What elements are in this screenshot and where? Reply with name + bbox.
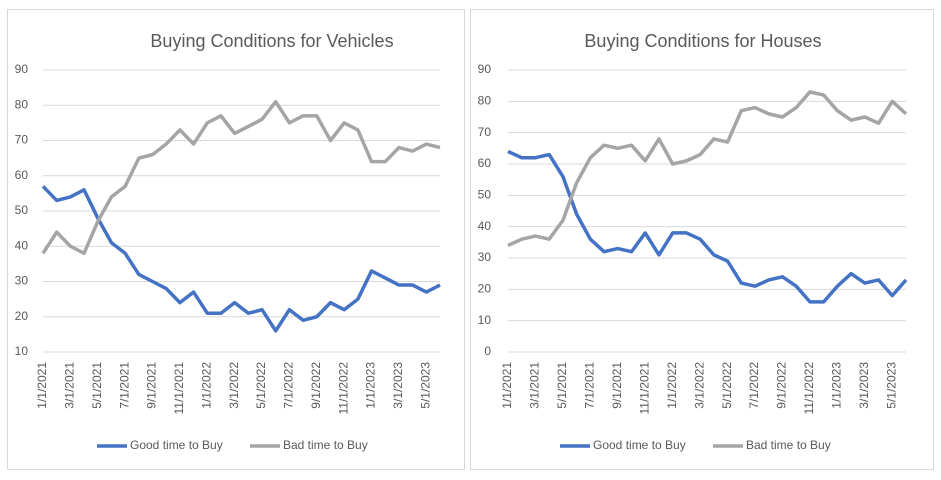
x-tick-label: 3/1/2022 [227,362,241,409]
x-tick-label: 7/1/2021 [117,362,131,409]
y-tick-label: 60 [15,168,29,182]
x-tick-label: 9/1/2022 [775,362,789,409]
x-tick-label: 9/1/2022 [309,362,323,409]
x-tick-label: 7/1/2022 [747,362,761,409]
legend-label: Bad time to Buy [283,438,368,452]
y-tick-label: 20 [15,309,29,323]
panel [7,9,465,470]
y-tick-label: 80 [15,97,29,111]
x-tick-label: 9/1/2021 [145,362,159,409]
x-tick-label: 9/1/2021 [610,362,624,409]
x-tick-label: 3/1/2021 [528,362,542,409]
x-tick-label: 11/1/2022 [336,362,350,415]
x-tick-label: 3/1/2023 [391,362,405,409]
x-tick-label: 1/1/2021 [500,362,514,409]
x-tick-label: 3/1/2021 [63,362,77,409]
legend-label: Bad time to Buy [746,438,831,452]
y-tick-label: 90 [478,62,492,76]
x-tick-label: 3/1/2023 [857,362,871,409]
x-tick-label: 7/1/2021 [583,362,597,409]
series-line [507,90,908,248]
y-tick-label: 30 [15,274,29,288]
x-tick-label: 3/1/2022 [692,362,706,409]
legend-label: Good time to Buy [130,438,223,452]
x-tick-label: 11/1/2021 [637,362,651,415]
y-tick-label: 90 [15,62,29,76]
y-tick-label: 50 [15,203,29,217]
x-tick-label: 1/1/2023 [364,362,378,409]
x-tick-label: 11/1/2022 [802,362,816,415]
x-tick-label: 5/1/2021 [555,362,569,409]
chart-title: Buying Conditions for Vehicles [150,31,393,51]
x-tick-label: 1/1/2023 [830,362,844,409]
y-tick-label: 70 [15,133,29,147]
x-tick-label: 7/1/2022 [282,362,296,409]
x-tick-label: 1/1/2021 [35,362,49,409]
y-tick-label: 40 [478,219,492,233]
legend-label: Good time to Buy [593,438,686,452]
x-tick-label: 5/1/2023 [418,362,432,409]
series-line [507,149,908,304]
series-line [41,99,441,256]
x-tick-label: 5/1/2022 [720,362,734,409]
y-tick-label: 40 [15,238,29,252]
y-tick-label: 60 [478,156,492,170]
x-tick-label: 5/1/2022 [254,362,268,409]
y-tick-label: 30 [478,250,492,264]
y-tick-label: 10 [478,313,492,327]
x-tick-label: 5/1/2023 [884,362,898,409]
y-tick-label: 70 [478,125,492,139]
x-tick-label: 1/1/2022 [665,362,679,409]
y-tick-label: 80 [478,94,492,108]
series-line [41,185,441,333]
y-tick-label: 20 [478,282,492,296]
y-tick-label: 10 [15,344,29,358]
x-tick-label: 1/1/2022 [199,362,213,409]
x-tick-label: 11/1/2021 [172,362,186,415]
chart-title: Buying Conditions for Houses [584,31,821,51]
y-tick-label: 0 [484,344,491,358]
x-tick-label: 5/1/2021 [90,362,104,409]
y-tick-label: 50 [478,188,492,202]
